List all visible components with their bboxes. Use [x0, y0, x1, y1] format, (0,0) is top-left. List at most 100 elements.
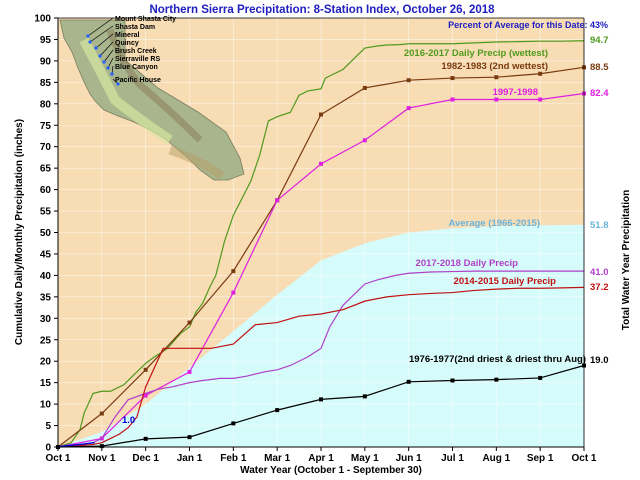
- sierra-range: [106, 28, 203, 143]
- data-point-wy1977: [538, 375, 543, 380]
- series-total-wy2018: 41.0: [590, 267, 609, 278]
- x-tick-label: Feb 1: [220, 453, 247, 464]
- central-valley: [79, 37, 173, 145]
- data-point-wy1998: [538, 97, 543, 102]
- y-tick-label: 55: [40, 207, 52, 218]
- station-label: Mount Shasta City: [115, 16, 176, 23]
- station-marker: [94, 46, 98, 50]
- x-tick-label: Jun 1: [396, 453, 423, 464]
- y-tick-label: 50: [40, 228, 52, 239]
- series-name-wy2017: 2016-2017 Daily Precip (wettest): [404, 48, 548, 59]
- y-tick-label: 100: [34, 14, 51, 25]
- x-tick-label: Aug 1: [482, 453, 510, 464]
- y-tick-label: 65: [40, 164, 52, 175]
- station-label: Pacific House: [115, 77, 161, 84]
- series-wy1983: 1982-1983 (2nd wettest) 88.5: [56, 61, 609, 449]
- data-point-wy1977: [319, 397, 323, 402]
- station-leader: [99, 41, 114, 57]
- data-point-wy1998: [143, 393, 148, 398]
- data-point-wy1977: [362, 394, 367, 399]
- data-point-wy1983: [99, 411, 104, 416]
- y-tick-label: 30: [40, 314, 52, 325]
- series-wy2017: 2016-2017 Daily Precip (wettest) 94.7: [57, 35, 609, 448]
- x-tick-label: Jan 1: [177, 453, 203, 464]
- station-marker: [110, 72, 114, 76]
- x-tick-label: Apr 1: [308, 453, 334, 464]
- series-wy2018: 2017-2018 Daily Precip 41.0: [57, 258, 609, 448]
- station-leader: [103, 49, 114, 63]
- series-total-wy1998: 82.4: [590, 88, 609, 99]
- data-point-wy1983: [450, 76, 455, 81]
- series-name-wy1983: 1982-1983 (2nd wettest): [441, 61, 548, 72]
- y-tick-label: 5: [45, 421, 51, 432]
- x-tick-label: Oct 1: [45, 453, 70, 464]
- data-point-wy1998: [362, 138, 367, 143]
- data-point-wy1998: [187, 369, 192, 374]
- series-total-wy1977: 19.0: [590, 355, 609, 366]
- data-point-wy1977: [99, 444, 104, 449]
- data-point-wy1977: [406, 379, 411, 384]
- chart-title: Northern Sierra Precipitation: 8-Station…: [149, 4, 495, 16]
- series-total-wy1983: 88.5: [590, 62, 609, 73]
- y-tick-label: 60: [40, 185, 52, 196]
- y-tick-label: 80: [40, 99, 52, 110]
- data-point-wy1983: [231, 269, 236, 274]
- y-tick-label: 95: [40, 35, 52, 46]
- data-point-wy1977: [143, 436, 148, 441]
- data-point-wy1983: [187, 320, 192, 325]
- station-marker: [102, 60, 106, 64]
- series-wy2015: 2014-2015 Daily Precip 37.2: [57, 276, 609, 448]
- x-tick-label: Jul 1: [441, 453, 464, 464]
- data-point-wy1998: [231, 290, 236, 295]
- y-axis-label: Cumulative Daily/Monthly Precipitation (…: [14, 119, 25, 345]
- y-tick-label: 75: [40, 121, 52, 132]
- station-label: Sierraville RS: [115, 56, 160, 63]
- station-marker: [116, 82, 120, 86]
- series-wy1998: 1997-1998 82.4: [56, 87, 609, 449]
- series-wy1977: 1976-1977(2nd driest & driest thru Aug) 1…: [56, 354, 609, 449]
- data-point-wy1977: [494, 377, 499, 382]
- data-point-wy1977: [450, 378, 455, 383]
- y-tick-label: 15: [40, 378, 52, 389]
- data-point-wy1983: [494, 75, 499, 80]
- y-tick-label: 85: [40, 78, 52, 89]
- y-tick-label: 45: [40, 249, 52, 260]
- station-leader: [87, 17, 114, 37]
- series-average: Average (1966-2015) 51.8: [448, 218, 608, 231]
- data-point-wy1998: [275, 198, 280, 203]
- y-tick-label: 35: [40, 292, 52, 303]
- series-line-current: [57, 442, 95, 448]
- station-label: Shasta Dam: [115, 24, 155, 31]
- station-marker: [98, 54, 102, 58]
- series-current: 1.0: [57, 415, 135, 448]
- series-total-wy2017: 94.7: [590, 35, 609, 46]
- chart-subtitle: Percent of Average for this Date: 43%: [448, 20, 608, 30]
- data-point-wy1983: [143, 367, 148, 372]
- station-leader: [95, 33, 114, 49]
- y2-axis-label: Total Water Year Precipitation: [621, 190, 632, 330]
- data-point-wy1977: [231, 421, 236, 426]
- x-tick-label: Dec 1: [132, 453, 159, 464]
- station-marker: [86, 34, 90, 38]
- x-tick-label: Sep 1: [527, 453, 554, 464]
- y-tick-label: 70: [40, 142, 52, 153]
- series-name-wy2018: 2017-2018 Daily Precip: [416, 258, 519, 269]
- station-label: Blue Canyon: [115, 64, 158, 71]
- data-point-wy1998: [494, 97, 499, 102]
- data-point-wy1983: [362, 85, 367, 90]
- data-point-wy1998: [450, 97, 455, 102]
- data-point-wy1998: [319, 161, 323, 166]
- series-total-wy2015: 37.2: [590, 282, 609, 293]
- station-marker: [88, 40, 92, 44]
- series-name-wy1998: 1997-1998: [493, 87, 538, 98]
- y-tick-label: 40: [40, 271, 52, 282]
- series-name-wy2015: 2014-2015 Daily Precip: [454, 276, 557, 287]
- station-leader: [89, 25, 114, 43]
- data-point-wy1998: [406, 106, 411, 111]
- series-name-wy1977: 1976-1977(2nd driest & driest thru Aug): [409, 354, 586, 365]
- station-label: Mineral: [115, 32, 140, 39]
- y-tick-label: 10: [40, 400, 52, 411]
- station-label: Brush Creek: [115, 48, 157, 55]
- series-total-average: 51.8: [590, 220, 609, 231]
- x-tick-label: Mar 1: [264, 453, 291, 464]
